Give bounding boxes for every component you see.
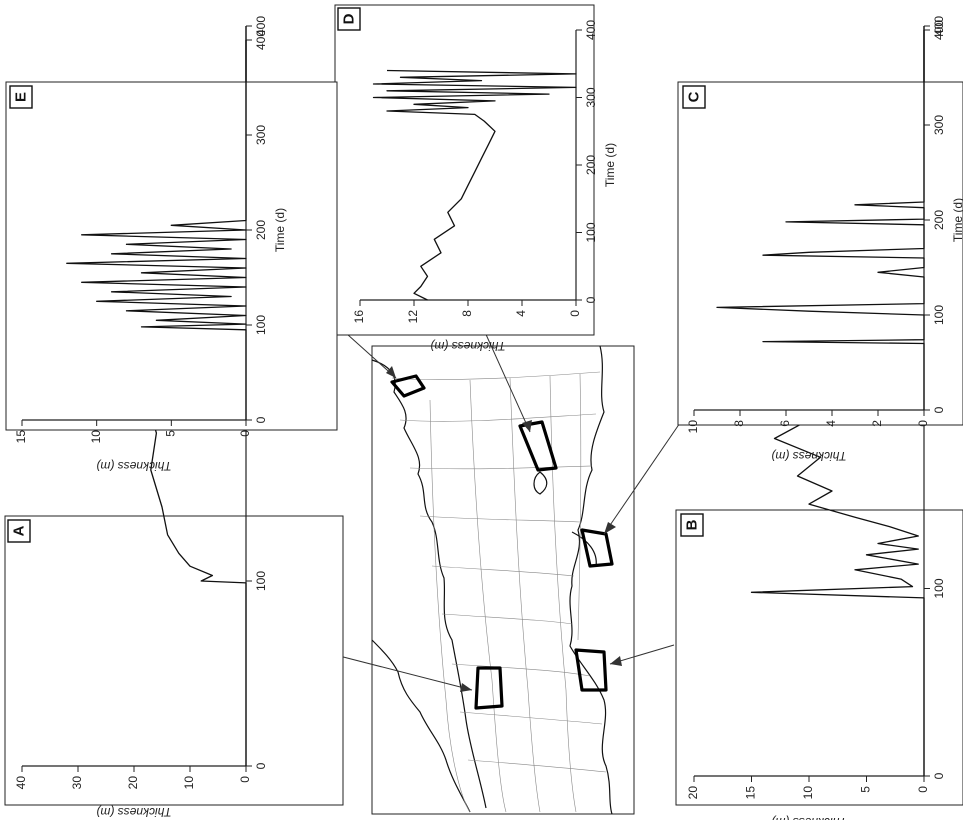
- panel-D: 0 100 200 300 400 0 4 8 12 16 Time (d) Thickness (m…: [334, 4, 617, 353]
- x-axis-label: Time (d): [951, 198, 963, 242]
- series-line: [372, 69, 577, 301]
- y-tick-label: 10: [89, 430, 103, 444]
- y-tick-label: 8: [732, 420, 746, 427]
- x-tick-label: 200: [584, 155, 598, 175]
- x-tick-label: 400: [932, 20, 946, 40]
- x-tick-label: 200: [932, 210, 946, 230]
- x-tick-label: 200: [254, 220, 268, 240]
- x-tick-label: 300: [254, 125, 268, 145]
- panel-label: D: [341, 13, 358, 24]
- sample-regions: [390, 374, 614, 710]
- y-tick-label: 10: [182, 776, 196, 790]
- x-tick-label: 0: [254, 416, 268, 423]
- x-tick-label: 400: [254, 30, 268, 50]
- y-tick-label: 0: [238, 776, 252, 783]
- y-axis-label: Thickness (m): [771, 815, 846, 820]
- x-tick-label: 400: [254, 16, 268, 36]
- panel-C: 0 100 200 300 400 0 2 4 6 8 10 Time (d) Thickness (m…: [677, 20, 963, 463]
- panel-label: B: [684, 519, 701, 530]
- x-tick-label: 400: [584, 20, 598, 40]
- series-line: [66, 40, 247, 420]
- y-tick-label: 5: [164, 430, 178, 437]
- y-tick-label: 0: [916, 786, 930, 793]
- series-line: [716, 30, 925, 410]
- y-axis-label: Thickness (m): [96, 805, 171, 819]
- panel-badge: [9, 85, 33, 109]
- panel-frame: [334, 4, 595, 336]
- x-tick-label: 100: [584, 222, 598, 242]
- panel-label: A: [11, 525, 28, 536]
- y-tick-label: 4: [824, 420, 838, 427]
- x-tick-label: 300: [584, 87, 598, 107]
- arrow-C: [603, 419, 683, 535]
- y-tick-label: 0: [916, 420, 930, 427]
- panel-badge: [682, 85, 706, 109]
- region-A: [474, 666, 504, 710]
- y-tick-label: 5: [859, 786, 873, 793]
- x-tick-label: 100: [932, 305, 946, 325]
- map-frame: [371, 345, 635, 815]
- y-tick-label: 0: [238, 430, 252, 437]
- x-axis-label: Time (d): [603, 143, 617, 187]
- panel-badge: [7, 519, 31, 543]
- panel-badge: [680, 513, 704, 537]
- x-tick-label: 400: [932, 16, 946, 36]
- y-tick-label: 20: [126, 776, 140, 790]
- y-tick-label: 6: [778, 420, 792, 427]
- x-tick-label: 100: [254, 315, 268, 335]
- region-D: [518, 420, 558, 472]
- panel-badge: [337, 7, 361, 31]
- arrow-D: [483, 329, 531, 433]
- y-tick-label: 40: [14, 776, 28, 790]
- y-tick-label: 10: [686, 420, 700, 434]
- panel-frame: [677, 81, 963, 426]
- y-axis-label: Thickness (m): [430, 339, 505, 353]
- panel-A: 0100200300400010203040Time (d)Thickness …: [4, 16, 344, 819]
- x-tick-label: 300: [932, 115, 946, 135]
- y-axis-label: Thickness (m): [771, 449, 846, 463]
- region-B: [574, 648, 608, 692]
- y-tick-label: 12: [406, 310, 420, 324]
- y-tick-label: 15: [14, 430, 28, 444]
- y-tick-label: 2: [870, 420, 884, 427]
- coastline: [371, 345, 613, 815]
- y-tick-label: 8: [460, 310, 474, 317]
- x-tick-label: 100: [932, 578, 946, 598]
- region-C: [580, 528, 614, 568]
- y-tick-label: 0: [568, 310, 582, 317]
- panel-E: 0 100 200 300 400 0 5 10 15 Time (d) Thickness (m)…: [5, 30, 338, 473]
- region-E: [390, 374, 426, 398]
- panel-frame: [675, 509, 963, 806]
- panel-label: C: [686, 91, 703, 102]
- x-tick-label: 0: [932, 406, 946, 413]
- panel-label: E: [13, 92, 30, 102]
- panel-frame: [4, 515, 344, 806]
- y-tick-label: 16: [352, 310, 366, 324]
- model-grid: [391, 371, 607, 813]
- y-tick-label: 10: [801, 786, 815, 800]
- y-tick-label: 20: [686, 786, 700, 800]
- x-tick-label: 0: [584, 296, 598, 303]
- x-axis-label: Time (d): [273, 208, 287, 252]
- x-tick-label: 0: [254, 762, 268, 769]
- map-panel: [371, 345, 635, 815]
- x-tick-label: 0: [932, 772, 946, 779]
- charts: 0100200300400010203040Time (d)Thickness …: [4, 4, 963, 820]
- y-tick-label: 30: [70, 776, 84, 790]
- y-axis-label: Thickness (m): [96, 459, 171, 473]
- y-tick-label: 15: [744, 786, 758, 800]
- y-tick-label: 4: [514, 310, 528, 317]
- panel-B: 010020030040005101520Time (d)Thickness (…: [675, 16, 963, 820]
- x-tick-label: 100: [254, 571, 268, 591]
